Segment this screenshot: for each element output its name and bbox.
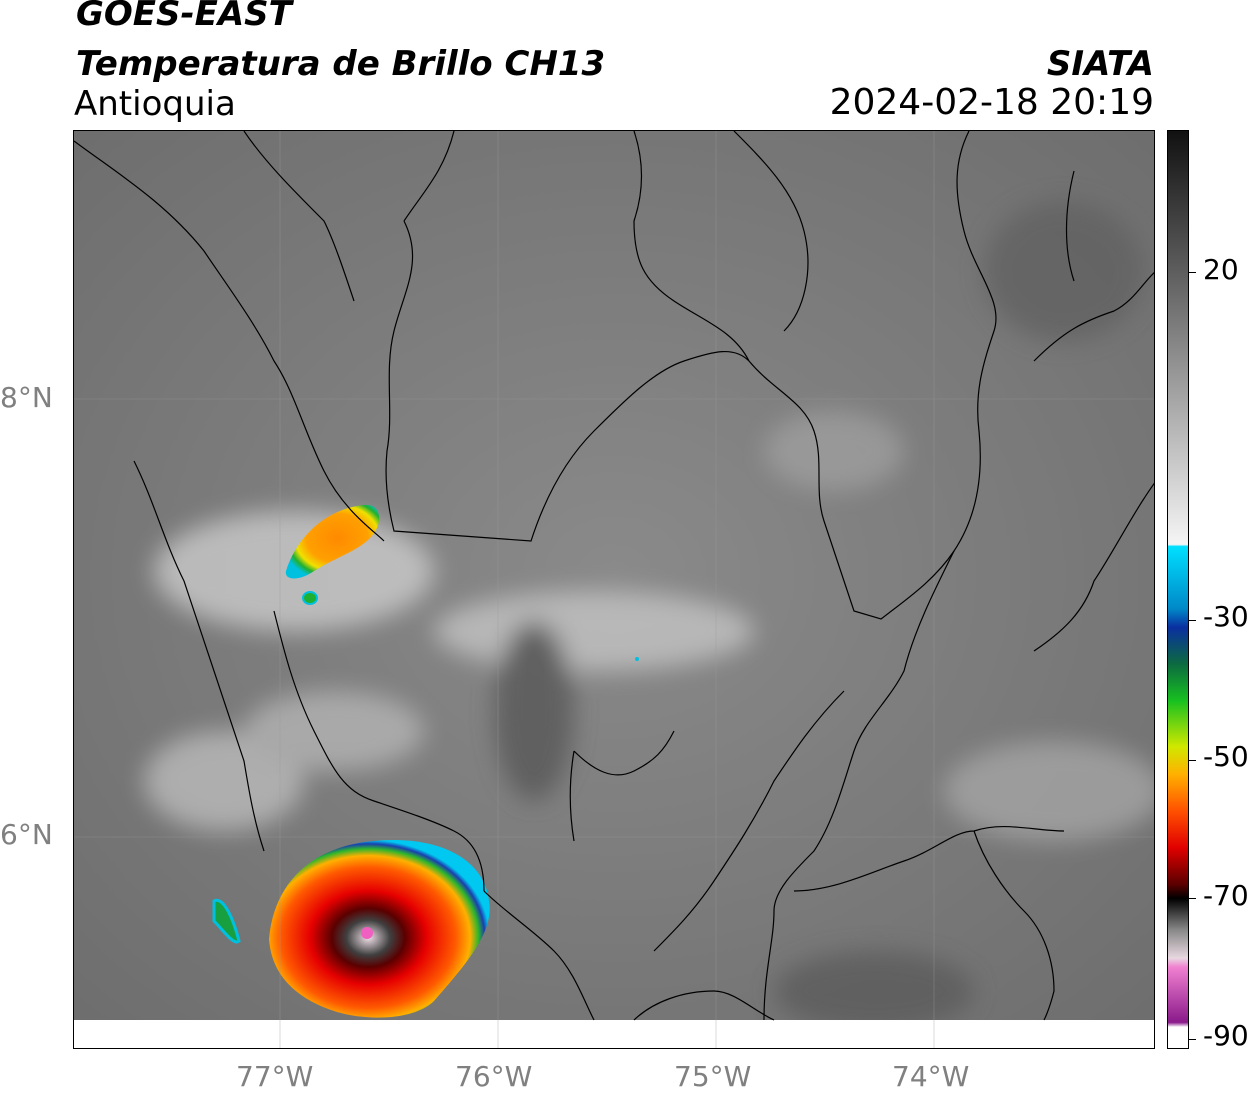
boundaries (74, 131, 1154, 1021)
colorbar-label-m90: -90 (1203, 1019, 1249, 1052)
colorbar-svg (1168, 131, 1188, 1048)
cloud-cell-small (302, 591, 318, 605)
colorbar-tick-20 (1189, 272, 1196, 273)
lat-label-6n: 6°N (0, 818, 53, 851)
lon-label-74w: 74°W (892, 1060, 970, 1093)
colorbar-label-m30: -30 (1203, 600, 1249, 633)
colorbar (1167, 130, 1189, 1049)
cloud-cell-southwest (269, 839, 490, 1018)
product-title: Temperatura de Brillo CH13 (76, 44, 606, 84)
region-label: Antioquia (74, 84, 236, 124)
satellite-title: GOES-EAST (76, 0, 292, 34)
cloud-cell-north (285, 504, 380, 579)
no-data-band (74, 1020, 1154, 1048)
satellite-map (73, 130, 1155, 1049)
cloud-cell-coast (212, 898, 241, 944)
colorbar-tick-m30 (1189, 620, 1196, 621)
lon-label-76w: 76°W (455, 1060, 533, 1093)
lat-label-8n: 8°N (0, 381, 53, 414)
colorbar-label-20: 20 (1203, 253, 1239, 286)
colorbar-tick-m50 (1189, 760, 1196, 761)
colorbar-tick-m90 (1189, 1039, 1196, 1040)
tiny-cell (635, 657, 639, 661)
coldest-pixel (361, 927, 373, 939)
lon-label-75w: 75°W (674, 1060, 752, 1093)
brand-label: SIATA (1046, 44, 1154, 84)
colorbar-label-m50: -50 (1203, 740, 1249, 773)
colorbar-tick-m70 (1189, 898, 1196, 899)
map-svg (74, 131, 1154, 1048)
timestamp-label: 2024-02-18 20:19 (829, 82, 1154, 123)
cloud-texture (144, 201, 1154, 1031)
lon-label-77w: 77°W (236, 1060, 314, 1093)
colorbar-label-m70: -70 (1203, 879, 1249, 912)
